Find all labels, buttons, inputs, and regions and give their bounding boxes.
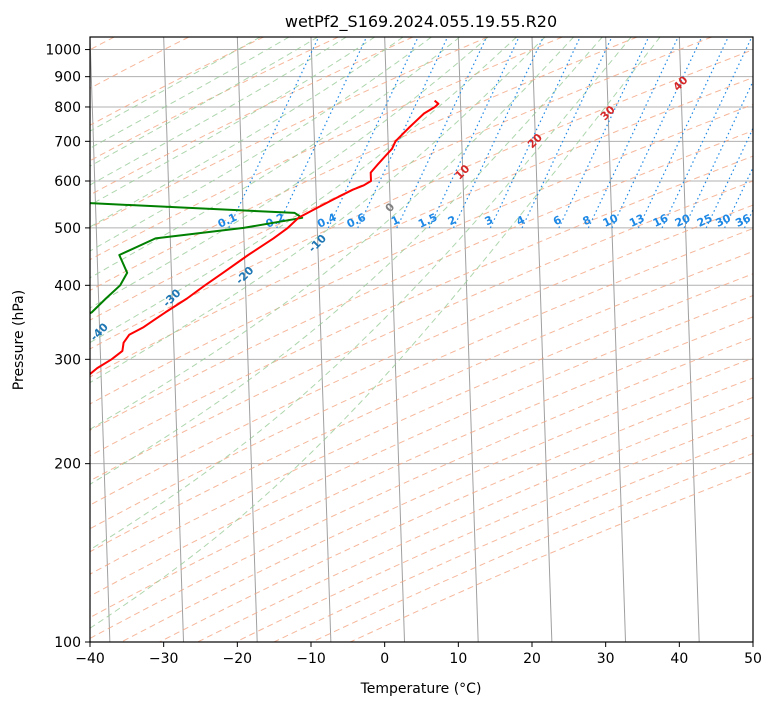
moist-adiabat-line (90, 37, 461, 279)
moist-adiabat-line (90, 37, 661, 629)
mixing-ratio-label: 30 (713, 211, 733, 229)
moist-adiabat-line (90, 37, 404, 228)
y-tick-label: 200 (54, 457, 81, 473)
sounding-profiles (90, 99, 440, 376)
mixing-ratio-label: 16 (651, 211, 671, 229)
moist-adiabat-line (90, 37, 376, 206)
y-tick-label: 600 (54, 174, 81, 190)
y-axis-ticks: 100 200 300 400 500 600 700 800 900 1000 (45, 43, 90, 651)
x-tick-label: −30 (149, 651, 179, 667)
dry-adiabat-line (90, 204, 753, 506)
x-tick-label: 30 (597, 651, 615, 667)
moist-adiabat-line (90, 37, 319, 167)
x-tick-label: −40 (75, 651, 105, 667)
dry-adiabat-line (90, 130, 753, 431)
mixing-ratio-line (357, 37, 449, 229)
mixing-ratio-label: 13 (627, 212, 646, 230)
isotherm-line (236, 37, 258, 642)
x-axis-title: Temperature (°C) (360, 681, 482, 697)
moist-adiabat-line (90, 37, 347, 186)
moist-adiabat-line (90, 37, 517, 344)
mixing-ratio-line (489, 37, 581, 229)
dry-adiabat-line (90, 155, 753, 457)
moist-adiabat-line (90, 37, 290, 149)
y-axis-title: Pressure (hPa) (11, 290, 27, 390)
x-tick-label: 40 (670, 651, 688, 667)
isotherm-line (163, 37, 185, 642)
mixing-ratio-label: 20 (673, 211, 693, 229)
mixing-ratio-line (637, 37, 729, 229)
mixing-ratio-line (558, 37, 650, 229)
dry-adiabat-line (90, 37, 414, 196)
mixing-ratio-line (587, 37, 679, 229)
mixing-ratio-line (428, 37, 520, 229)
mixing-ratio-line (611, 37, 703, 229)
x-tick-label: 10 (449, 651, 467, 667)
mixing-ratio-line (327, 37, 419, 229)
temperature-profile-line (90, 99, 440, 376)
moist-adiabat-line (90, 37, 489, 309)
moist-adiabat-line (90, 37, 574, 430)
mixing-ratio-line (228, 37, 320, 229)
chart-title: wetPf2_S169.2024.055.19.55.R20 (285, 12, 557, 32)
moist-adiabat-line (90, 37, 632, 551)
isotherm-line (678, 37, 700, 642)
y-tick-label: 100 (54, 635, 81, 651)
x-axis-ticks: −40 −30 −20 −10 0 10 20 30 40 50 (75, 642, 762, 667)
x-tick-label: −20 (223, 651, 253, 667)
isotherm-line (384, 37, 406, 642)
dry-adiabat-line (197, 396, 753, 642)
x-tick-label: 0 (380, 651, 389, 667)
dry-adiabat-line (90, 37, 190, 89)
isotherm-line (752, 37, 753, 53)
mixing-ratio-label: 36 (733, 211, 753, 229)
dry-adiabat-line (90, 37, 264, 126)
mixing-ratio-line (661, 37, 753, 229)
dry-adiabat-line (90, 37, 488, 229)
isotherm-line (605, 37, 627, 642)
dry-adiabat-line (159, 377, 753, 642)
mixing-ratio-line (276, 37, 368, 229)
mixing-ratio-line (521, 37, 613, 229)
plot-frame (89, 36, 754, 643)
mixing-ratio-line (396, 37, 488, 229)
y-tick-label: 700 (54, 134, 81, 150)
y-tick-label: 1000 (45, 43, 81, 59)
moist-adiabat-line (90, 37, 432, 252)
background-lines (90, 37, 753, 642)
dry-adiabat-line (90, 49, 753, 350)
x-tick-label: −10 (296, 651, 326, 667)
isotherm-line (457, 37, 479, 642)
y-tick-label: 400 (54, 278, 81, 294)
moist-adiabat-line (90, 37, 603, 485)
y-tick-label: 500 (54, 221, 81, 237)
dry-adiabat-line (90, 227, 753, 530)
mixing-ratio-line (453, 37, 544, 229)
isotherm-line (90, 37, 111, 642)
isotherm-line (531, 37, 553, 642)
y-tick-label: 900 (54, 70, 81, 86)
x-tick-label: 50 (744, 651, 762, 667)
x-tick-label: 20 (523, 651, 541, 667)
plot-background (90, 37, 753, 642)
dry-adiabat-line (90, 295, 753, 597)
y-tick-label: 300 (54, 352, 81, 368)
y-tick-label: 800 (54, 100, 81, 116)
dry-adiabat-line (90, 337, 753, 639)
dewpoint-profile-line (90, 202, 304, 315)
dry-adiabat-line (90, 103, 753, 405)
mixing-ratio-label: 10 (601, 211, 621, 229)
mixing-ratio-label: 25 (695, 212, 714, 230)
dry-adiabat-line (90, 273, 753, 575)
dry-adiabat-line (90, 76, 753, 378)
